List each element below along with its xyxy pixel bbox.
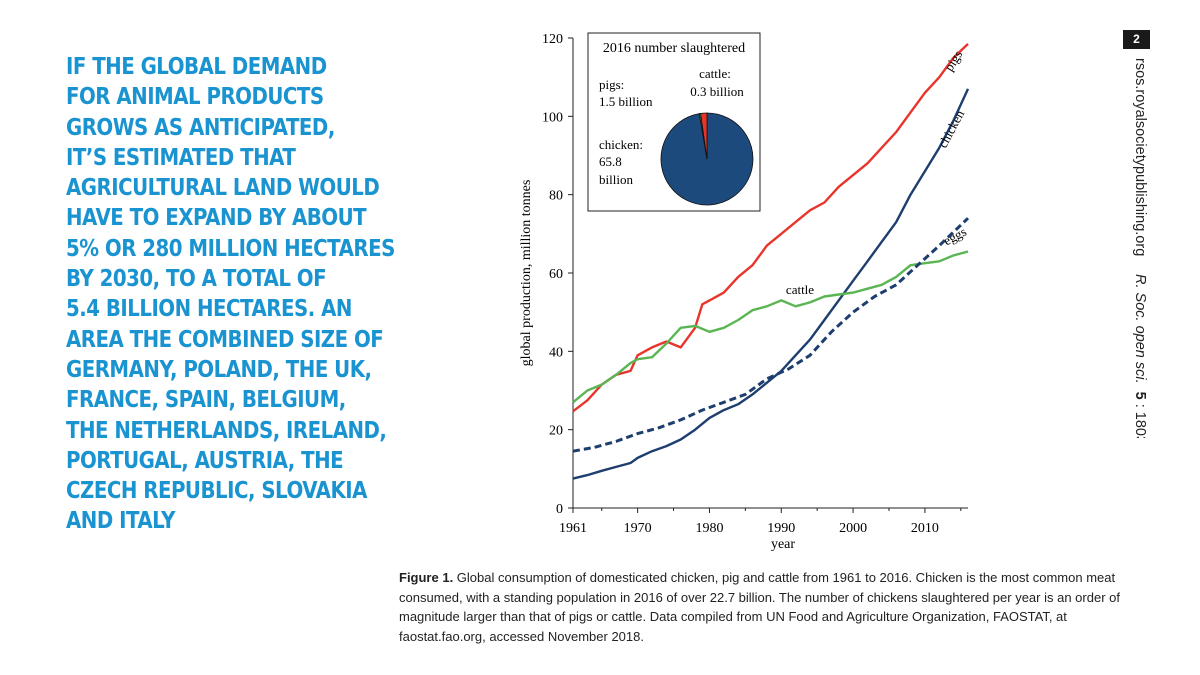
x-tick-label: 1961 — [559, 521, 587, 536]
x-tick-label: 1980 — [695, 521, 723, 536]
x-tick-label: 2010 — [911, 521, 939, 536]
pie-inset: 2016 number slaughtered pigs: 1.5 billio… — [587, 32, 761, 212]
pie-label-pigs: pigs: — [599, 77, 624, 92]
headline-line: FRANCE, SPAIN, BELGIUM, — [66, 387, 346, 414]
figure-caption-text: Global consumption of domesticated chick… — [399, 570, 1120, 644]
headline-line: AND ITALY — [66, 508, 176, 535]
pie-slice-pigs — [700, 112, 708, 160]
headline-line: GERMANY, POLAND, THE UK, — [66, 356, 372, 383]
pie-value-pigs: 1.5 billion — [599, 94, 653, 109]
headline-line: THE NETHERLANDS, IRELAND, — [66, 417, 387, 444]
x-axis-label: year — [771, 537, 795, 552]
headline-line: IF THE GLOBAL DEMAND — [66, 54, 327, 80]
headline-line: FOR ANIMAL PRODUCTS — [66, 84, 324, 111]
page-number: 2 — [1123, 30, 1150, 49]
headline: IF THE GLOBAL DEMAND FOR ANIMAL PRODUCTS… — [66, 52, 395, 537]
citation-italic: R. Soc. open sci. — [1132, 274, 1148, 384]
journal-url: rsos.royalsocietypublishing.org — [1132, 58, 1148, 256]
y-tick-label: 120 — [542, 32, 563, 47]
pie-slices — [660, 112, 754, 206]
pie-label-cattle: cattle: — [699, 66, 731, 81]
journal-side-text: rsos.royalsocietypublishing.org R. Soc. … — [1130, 58, 1150, 438]
series-line-pigs — [572, 43, 969, 413]
pie-title: 2016 number slaughtered — [603, 41, 745, 56]
headline-line: PORTUGAL, AUSTRIA, THE — [66, 447, 344, 474]
headline-line: HAVE TO EXPAND BY ABOUT — [66, 205, 367, 232]
y-tick-label: 100 — [542, 110, 563, 125]
x-tick-label: 1990 — [767, 521, 795, 536]
headline-line: IT’S ESTIMATED THAT — [66, 144, 296, 171]
headline-line: AGRICULTURAL LAND WOULD — [66, 175, 380, 202]
figure-caption: Figure 1. Global consumption of domestic… — [399, 568, 1139, 646]
y-tick-label: 0 — [556, 502, 563, 517]
x-tick-label: 2000 — [839, 521, 867, 536]
chart-series — [572, 43, 970, 480]
pie-value-cattle: 0.3 billion — [690, 84, 744, 99]
citation-number: : 180325 — [1132, 404, 1148, 438]
y-tick-label: 20 — [549, 424, 563, 439]
svg-text:R. Soc. open sci. 5: R. Soc. open sci. 5 : 180325 — [1132, 274, 1148, 438]
y-tick-label: 60 — [549, 267, 563, 282]
series-label-cattle: cattle — [786, 282, 814, 297]
citation-volume: 5 — [1132, 392, 1148, 400]
headline-line: 5.4 BILLION HECTARES. AN — [66, 296, 352, 323]
y-tick-label: 80 — [549, 189, 563, 204]
headline-line: CZECH REPUBLIC, SLOVAKIA — [66, 478, 367, 505]
pie-label-chicken: chicken: — [599, 137, 643, 152]
series-line-eggs — [572, 217, 970, 453]
chart-axes: 0 20 40 60 80 100 120 1961 1970 1980 1990 2000 2010 — [542, 32, 968, 536]
headline-line: BY 2030, TO A TOTAL OF — [66, 266, 327, 293]
x-tick-label: 1970 — [624, 521, 652, 536]
pie-value-chicken-2: billion — [599, 172, 633, 187]
headline-line: 5% OR 280 MILLION HECTARES — [66, 235, 395, 262]
y-axis-label: global production, million tonnes — [519, 180, 534, 367]
series-label-eggs: eggs — [941, 224, 969, 248]
series-line-chicken — [572, 88, 970, 480]
series-label-chicken: chicken — [935, 107, 967, 150]
headline-line: AREA THE COMBINED SIZE OF — [66, 326, 384, 353]
figure-label: Figure 1. — [399, 570, 454, 585]
y-tick-label: 40 — [549, 345, 563, 360]
series-line-cattle — [572, 250, 969, 404]
headline-line: GROWS AS ANTICIPATED, — [66, 114, 335, 141]
chart-labels: global production, million tonnes year p… — [519, 47, 969, 552]
pie-value-chicken-1: 65.8 — [599, 154, 622, 169]
